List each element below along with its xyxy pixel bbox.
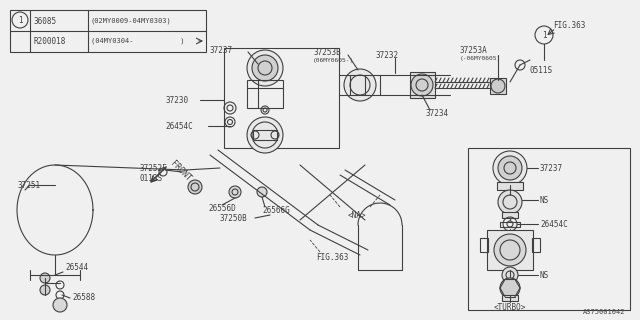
Bar — [480, 238, 488, 252]
Circle shape — [500, 278, 520, 298]
Text: (04MY0304-           ): (04MY0304- ) — [91, 38, 184, 44]
Text: 37234: 37234 — [425, 108, 448, 117]
Text: 0113S: 0113S — [140, 173, 163, 182]
Circle shape — [344, 69, 376, 101]
Circle shape — [229, 186, 241, 198]
Text: 26588: 26588 — [72, 293, 95, 302]
Bar — [10, 10, 206, 52]
Circle shape — [493, 151, 527, 185]
Bar — [468, 148, 630, 310]
Bar — [490, 78, 506, 94]
Text: A375001042: A375001042 — [582, 309, 625, 315]
Text: 37230: 37230 — [165, 95, 188, 105]
Text: 26454C: 26454C — [540, 220, 568, 228]
Text: FIG.363: FIG.363 — [316, 253, 348, 262]
Text: 36085: 36085 — [33, 17, 56, 26]
Text: 37237: 37237 — [210, 45, 233, 54]
Text: 37251: 37251 — [18, 180, 41, 189]
Text: 37252F: 37252F — [140, 164, 168, 172]
Text: 26566G: 26566G — [262, 205, 290, 214]
Bar — [500, 222, 520, 227]
Text: 26454C: 26454C — [165, 122, 193, 131]
Bar — [532, 238, 540, 252]
Text: R200018: R200018 — [33, 36, 65, 45]
Circle shape — [411, 74, 433, 96]
Text: 37232: 37232 — [375, 51, 398, 60]
Text: (02MY0009-04MY0303): (02MY0009-04MY0303) — [91, 18, 172, 24]
Circle shape — [247, 117, 283, 153]
Text: FRONT: FRONT — [169, 159, 193, 183]
Circle shape — [257, 187, 267, 197]
Bar — [487, 230, 533, 270]
Bar — [410, 72, 435, 98]
Circle shape — [502, 267, 518, 283]
Bar — [224, 48, 339, 148]
Circle shape — [252, 55, 278, 81]
Circle shape — [247, 50, 283, 86]
Circle shape — [494, 234, 526, 266]
Bar — [497, 182, 523, 190]
Text: 26556D: 26556D — [208, 204, 236, 212]
Circle shape — [40, 285, 50, 295]
Circle shape — [188, 180, 202, 194]
Text: 26544: 26544 — [65, 263, 88, 273]
Text: 37253B: 37253B — [313, 47, 340, 57]
Text: 37250B: 37250B — [220, 213, 248, 222]
Text: (-06MY0605): (-06MY0605) — [460, 55, 501, 60]
Text: 37237: 37237 — [540, 164, 563, 172]
Circle shape — [40, 273, 50, 283]
Bar — [247, 80, 283, 108]
Text: (06MY0605-): (06MY0605-) — [313, 58, 355, 62]
Circle shape — [498, 190, 522, 214]
Text: <TURBO>: <TURBO> — [494, 303, 526, 313]
Bar — [502, 295, 518, 301]
Circle shape — [53, 298, 67, 312]
Text: NS: NS — [540, 270, 549, 279]
Bar — [502, 212, 518, 218]
Text: 1: 1 — [18, 15, 22, 25]
Text: 37253A: 37253A — [460, 45, 488, 54]
Text: NS: NS — [540, 196, 549, 204]
Text: 1: 1 — [541, 30, 547, 39]
Circle shape — [498, 156, 522, 180]
Text: <NA>: <NA> — [348, 211, 366, 220]
Text: 0511S: 0511S — [530, 66, 553, 75]
Text: FIG.363: FIG.363 — [553, 20, 586, 29]
Circle shape — [491, 79, 505, 93]
